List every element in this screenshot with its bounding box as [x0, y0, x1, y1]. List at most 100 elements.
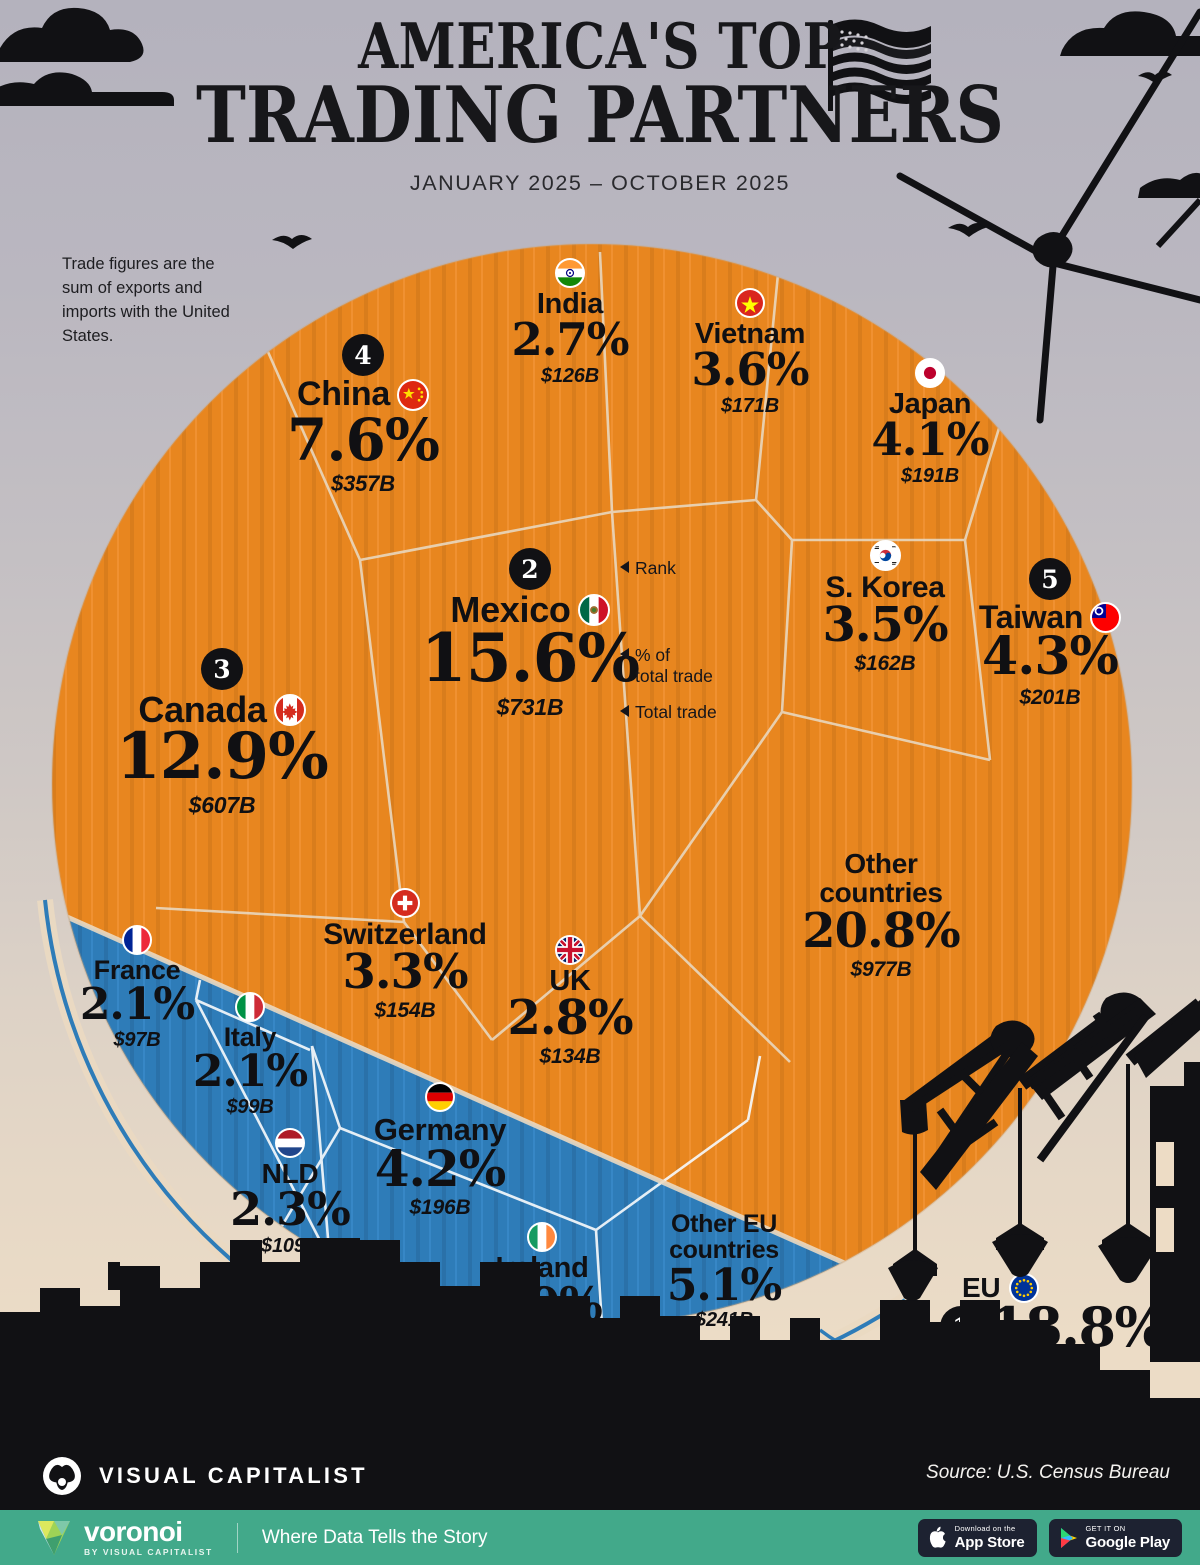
annotation-total-trade: Total trade	[620, 702, 717, 723]
region-name: Italy	[223, 1022, 277, 1052]
region-label-india: India 2.7% $126B	[470, 258, 670, 387]
china-flag-icon	[396, 378, 429, 411]
region-name: Japan	[888, 388, 972, 420]
region-label-japan: Japan 4.1% $191B	[830, 358, 1030, 487]
poster-header: AMERICA'S TOP TRADING PARTNERS JANUARY 2…	[0, 9, 1200, 196]
region-amount: $171B	[721, 394, 779, 417]
region-percent: 2.8%	[507, 989, 633, 1046]
region-percent: 20.8%	[802, 902, 961, 959]
left-triangle-icon	[620, 705, 629, 717]
app-store-badge[interactable]: Download on the App Store	[917, 1518, 1037, 1557]
region-amount: $97B	[113, 1028, 161, 1051]
region-amount: $731B	[496, 693, 564, 720]
region-name: Switzerland	[323, 918, 487, 951]
annotation-label-line2: total trade	[635, 666, 713, 686]
region-amount: $141B	[513, 1329, 571, 1352]
region-amount: $134B	[539, 1044, 601, 1068]
brand-wordmark: VISUAL CAPITALIST	[99, 1463, 368, 1488]
chart-note: Trade figures are the sum of exports and…	[62, 255, 230, 345]
app-store-label: App Store	[954, 1533, 1025, 1551]
eu-aggregate-callout: EU 1 18.8% $883B	[940, 1272, 1166, 1379]
divider	[236, 1522, 238, 1553]
left-triangle-icon	[620, 648, 629, 660]
annotation-label: Rank	[635, 558, 676, 578]
eu-amount: $883B	[1009, 1356, 1069, 1378]
region-label-france: France 2.1% $97B	[52, 925, 222, 1051]
region-percent: 3.0%	[482, 1276, 603, 1331]
region-name: Germany	[373, 1112, 507, 1147]
left-triangle-icon	[620, 561, 629, 573]
netherlands-flag-icon	[275, 1128, 305, 1158]
app-store-small-label: Download on the	[954, 1524, 1016, 1534]
region-amount: $357B	[331, 470, 395, 496]
uk-flag-icon	[555, 935, 585, 965]
region-label-mexico: 2 Mexico 15.6% $731B	[420, 548, 640, 720]
region-label-ireland: Ireland 3.0% $141B	[452, 1222, 632, 1352]
region-label-italy: Italy 2.1% $99B	[170, 992, 330, 1118]
eu-percent: 18.8%	[989, 1295, 1166, 1359]
region-percent: 2.3%	[230, 1181, 351, 1236]
region-name: Canada	[138, 689, 267, 730]
voronoi-promo-bar: voronoi BY VISUAL CAPITALIST Where Data …	[0, 1510, 1200, 1565]
canada-flag-icon	[273, 693, 306, 726]
store-badges: Download on the App Store GET IT ON Goog…	[917, 1518, 1182, 1557]
region-name: S. Korea	[825, 571, 945, 604]
region-name: India	[536, 288, 604, 320]
region-percent: 5.1%	[666, 1259, 782, 1311]
page-title-line2: TRADING PARTNERS	[196, 70, 1004, 162]
page-title-line1: AMERICA'S TOP	[358, 9, 842, 83]
region-amount: $607B	[188, 791, 256, 818]
region-amount: $109B	[261, 1234, 319, 1257]
region-amount: $99B	[226, 1095, 274, 1118]
rank-badge: 2	[509, 548, 551, 590]
region-percent: 2.7%	[511, 312, 629, 366]
india-flag-icon	[555, 258, 585, 288]
region-percent: 4.3%	[982, 625, 1119, 687]
ireland-flag-icon	[527, 1222, 557, 1252]
voronoi-logo[interactable]: voronoi BY VISUAL CAPITALIST	[34, 1517, 213, 1559]
google-play-small-label: GET IT ON	[1085, 1524, 1126, 1534]
rank-badge: 5	[1029, 558, 1071, 600]
region-label-other-countries: Other countries 20.8% $977B	[785, 848, 977, 981]
vietnam-flag-icon	[735, 288, 765, 318]
region-percent: 4.1%	[871, 412, 989, 466]
region-amount: $977B	[850, 957, 912, 981]
region-name: Vietnam	[694, 318, 806, 350]
region-label-other-eu: Other EU countries 5.1% $241B	[630, 1211, 818, 1330]
page-subtitle: JANUARY 2025 – OCTOBER 2025	[409, 170, 791, 195]
visual-capitalist-logo: VISUAL CAPITALIST	[42, 1456, 368, 1496]
annotation-percent: % of total trade	[620, 645, 713, 687]
region-amount: $162B	[854, 651, 916, 675]
taiwan-flag-icon	[1090, 601, 1122, 633]
rank-badge: 1	[940, 1306, 982, 1348]
region-name: Mexico	[450, 589, 571, 630]
region-amount: $196B	[409, 1195, 471, 1219]
region-percent: 12.9%	[116, 719, 329, 795]
google-play-badge[interactable]: GET IT ON Google Play	[1048, 1518, 1182, 1557]
rank-badge: 4	[342, 334, 384, 376]
google-play-label: Google Play	[1085, 1533, 1171, 1551]
region-name-line1: Other	[844, 848, 918, 879]
region-percent: 2.1%	[192, 1045, 308, 1097]
annotation-rank: Rank	[620, 558, 676, 579]
rank-badge: 3	[201, 648, 243, 690]
region-label-canada: 3 Canada 12.9% $607B	[112, 648, 332, 818]
region-percent: 3.6%	[691, 342, 809, 396]
voronoi-name: voronoi	[84, 1516, 183, 1548]
region-amount: $126B	[541, 364, 599, 387]
region-name: China	[297, 375, 390, 413]
vc-mark-icon	[43, 1457, 81, 1495]
annotation-label: Total trade	[635, 702, 717, 722]
region-percent: 4.2%	[374, 1138, 507, 1198]
region-label-south-korea: S. Korea 3.5% $162B	[790, 540, 980, 675]
footer-bar: VISUAL CAPITALIST Source: U.S. Census Bu…	[0, 1440, 1200, 1510]
region-amount: $191B	[901, 464, 959, 487]
annotation-label-line1: % of	[635, 645, 671, 665]
italy-flag-icon	[235, 992, 265, 1022]
apple-icon	[929, 1526, 946, 1548]
region-amount: $201B	[1019, 685, 1081, 709]
mexico-flag-icon	[577, 593, 610, 626]
region-label-taiwan: 5 Taiwan 4.3% $201B	[955, 558, 1145, 709]
region-label-netherlands: NLD 2.3% $109B	[210, 1128, 370, 1257]
